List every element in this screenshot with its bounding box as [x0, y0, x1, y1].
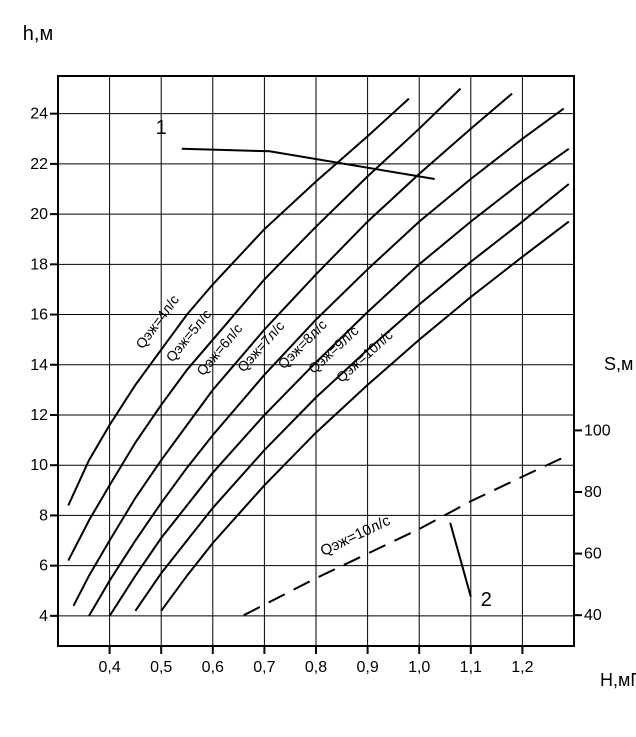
y-left-tick-label: 12 [30, 407, 48, 424]
y-left-tick-label: 16 [30, 307, 48, 324]
y-left-tick-label: 24 [30, 106, 48, 123]
y-left-axis-label: h,м [23, 23, 53, 45]
y-right-tick-label: 40 [584, 607, 602, 624]
x-tick-label: 0,6 [202, 659, 224, 676]
y-left-tick-label: 4 [39, 608, 48, 625]
y-right-tick-label: 80 [584, 484, 602, 501]
x-tick-label: 0,7 [253, 659, 275, 676]
x-tick-label: 0,4 [98, 659, 120, 676]
y-left-tick-label: 18 [30, 256, 48, 273]
y-left-tick-label: 20 [30, 206, 48, 223]
callout-2-label: 2 [481, 589, 492, 611]
y-right-tick-label: 100 [584, 422, 611, 439]
y-left-tick-label: 8 [39, 507, 48, 524]
x-tick-label: 0,9 [356, 659, 378, 676]
x-tick-label: 0,8 [305, 659, 327, 676]
y-left-tick-label: 14 [30, 357, 48, 374]
x-tick-label: 1,2 [511, 659, 533, 676]
y-left-tick-label: 6 [39, 558, 48, 575]
x-tick-label: 1,0 [408, 659, 430, 676]
callout-1-label: 1 [156, 117, 167, 139]
y-left-tick-label: 22 [30, 156, 48, 173]
x-tick-label: 0,5 [150, 659, 172, 676]
y-right-tick-label: 60 [584, 546, 602, 563]
x-axis-label: Н,мПа [600, 670, 636, 690]
y-left-tick-label: 10 [30, 457, 48, 474]
x-tick-label: 1,1 [460, 659, 482, 676]
y-right-axis-label: S,м [604, 354, 633, 374]
engineering-chart: 0,40,50,60,70,80,91,01,11,24681012141618… [0, 0, 636, 737]
